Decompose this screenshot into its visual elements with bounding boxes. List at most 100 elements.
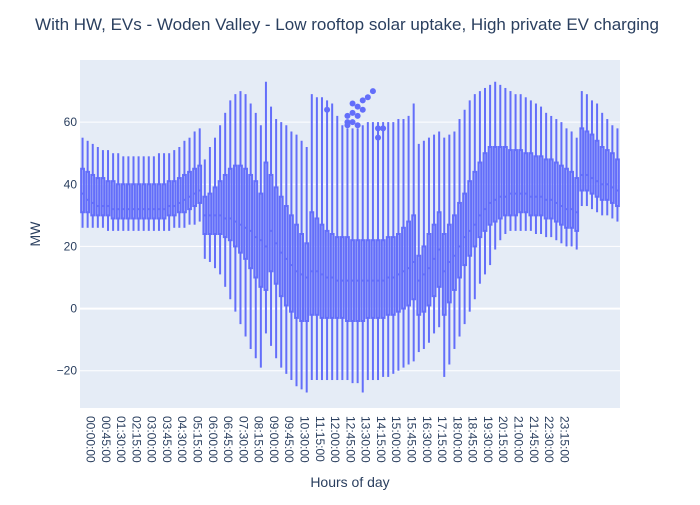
box-body (421, 245, 427, 313)
box-body (212, 186, 218, 235)
x-tick-label: 09:00:00 (267, 416, 281, 463)
box-mark (502, 87, 508, 234)
box-body (85, 170, 91, 214)
y-tick-label: 20 (64, 239, 78, 253)
box-mark (584, 94, 590, 207)
box-mark (197, 128, 203, 222)
box-body (278, 195, 284, 298)
box-mark (472, 94, 478, 300)
box-mark (390, 122, 396, 374)
box-mark (125, 156, 131, 231)
box-mark (187, 137, 192, 225)
box-body (431, 223, 437, 298)
box-mark (192, 131, 198, 225)
box-mark (100, 150, 106, 228)
box-body (156, 183, 162, 220)
box-body (467, 180, 473, 257)
box-body (508, 149, 513, 217)
box-mark (110, 153, 116, 231)
box-mark (533, 103, 539, 234)
box-mark (248, 103, 254, 349)
box-body (151, 183, 157, 220)
x-tick-label: 21:45:00 (527, 416, 541, 463)
box-mark (523, 97, 529, 231)
box-mark (319, 97, 325, 381)
box-mark (232, 94, 238, 312)
box-mark (411, 103, 417, 362)
box-body (538, 155, 544, 217)
box-body (289, 214, 294, 313)
box-body (222, 173, 228, 239)
box-body (564, 167, 569, 229)
x-tick-label: 16:30:00 (420, 416, 434, 463)
outlier-point (359, 106, 366, 113)
box-mark (360, 125, 366, 393)
box-mark (457, 119, 462, 337)
box-mark (599, 112, 605, 216)
box-mark (120, 156, 126, 231)
box-mark (85, 140, 91, 228)
box-body (569, 170, 575, 229)
box-mark (182, 140, 187, 228)
outlier-point (344, 122, 351, 129)
x-tick-label: 23:15:00 (557, 416, 571, 463)
box-body (457, 201, 462, 279)
box-mark (171, 150, 177, 228)
box-mark (441, 137, 447, 377)
box-mark (452, 131, 457, 349)
x-tick-label: 22:30:00 (542, 416, 556, 463)
box-mark (350, 128, 355, 384)
box-body (579, 127, 585, 192)
box-body (345, 236, 350, 323)
outlier-point (359, 97, 366, 104)
outlier-point (354, 112, 361, 119)
box-body (492, 146, 498, 223)
box-body (339, 236, 345, 319)
box-mark (151, 156, 157, 231)
box-body (80, 167, 85, 214)
box-mark (548, 115, 554, 238)
x-tick-label: 11:15:00 (313, 416, 327, 462)
box-mark (294, 134, 299, 387)
box-body (385, 236, 391, 316)
x-tick-label: 12:45:00 (343, 416, 357, 463)
box-body (283, 205, 289, 307)
box-mark (508, 91, 513, 231)
box-mark (564, 128, 569, 247)
box-body (395, 233, 401, 313)
x-tick-label: 12:00:00 (328, 416, 342, 463)
box-body (314, 217, 320, 316)
box-mark (115, 153, 121, 231)
x-tick-label: 03:00:00 (145, 416, 159, 463)
box-body (365, 239, 371, 319)
box-body (197, 164, 203, 204)
box-mark (202, 159, 208, 259)
box-body (329, 233, 335, 319)
box-body (141, 183, 147, 220)
box-body (502, 146, 508, 217)
box-mark (365, 122, 371, 381)
box-mark (136, 156, 141, 231)
x-tick-label: 04:30:00 (175, 416, 189, 463)
box-mark (329, 103, 335, 381)
box-mark (161, 153, 167, 231)
box-body (584, 130, 590, 192)
box-mark (401, 119, 406, 368)
outlier-point (324, 106, 331, 113)
box-mark (156, 153, 162, 231)
box-mark (283, 125, 289, 374)
x-tick-label: 13:30:00 (359, 416, 373, 463)
box-mark (436, 131, 442, 328)
box-mark (497, 84, 503, 241)
x-tick-label: 00:45:00 (99, 416, 113, 463)
box-mark (574, 137, 580, 250)
box-body (304, 242, 310, 322)
box-body (543, 158, 549, 220)
box-body (401, 226, 406, 310)
box-mark (426, 137, 432, 343)
box-body (594, 139, 600, 198)
outlier-point (364, 94, 371, 101)
box-mark (594, 103, 600, 213)
box-body (426, 233, 432, 307)
